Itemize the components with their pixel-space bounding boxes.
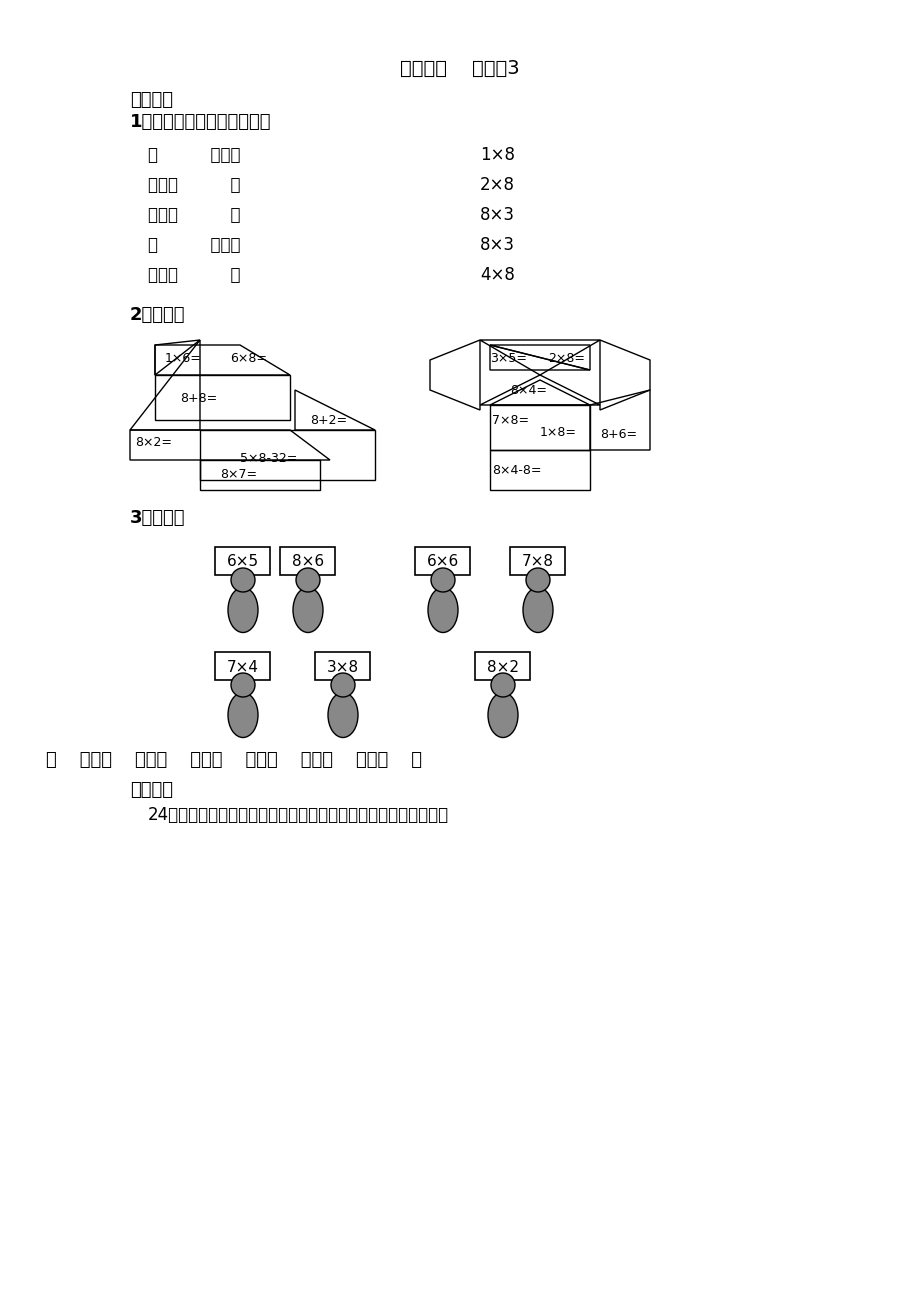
Text: 1×6=: 1×6= xyxy=(165,352,201,365)
Text: 6×6: 6×6 xyxy=(426,555,459,569)
Text: 8×4-8=: 8×4-8= xyxy=(492,464,541,477)
Text: 8×3: 8×3 xyxy=(480,206,515,224)
Text: 8×2=: 8×2= xyxy=(135,436,172,449)
Text: 2×8: 2×8 xyxy=(480,176,515,194)
Circle shape xyxy=(331,673,355,697)
FancyBboxPatch shape xyxy=(215,652,269,680)
Text: 1、把口诀填完整后再连一连: 1、把口诀填完整后再连一连 xyxy=(130,113,271,132)
Ellipse shape xyxy=(427,587,458,633)
FancyBboxPatch shape xyxy=(215,547,269,575)
Ellipse shape xyxy=(228,587,257,633)
Text: 6×5: 6×5 xyxy=(227,555,259,569)
Text: （          ）得八: （ ）得八 xyxy=(148,236,240,254)
Circle shape xyxy=(231,568,255,592)
Text: 拓展练习: 拓展练习 xyxy=(130,781,173,799)
FancyBboxPatch shape xyxy=(414,547,470,575)
Ellipse shape xyxy=(328,693,357,737)
Text: 基本练习: 基本练习 xyxy=(130,91,173,109)
Text: 3×5=: 3×5= xyxy=(490,352,527,365)
Text: 3、排一排: 3、排一排 xyxy=(130,509,186,527)
Text: 7×4: 7×4 xyxy=(227,660,259,674)
Text: 8×7=: 8×7= xyxy=(220,469,256,482)
Text: 7×8=: 7×8= xyxy=(492,414,528,427)
Text: 8×2: 8×2 xyxy=(486,660,518,674)
Ellipse shape xyxy=(292,587,323,633)
Text: 7×8: 7×8 xyxy=(521,555,553,569)
Text: 3×8: 3×8 xyxy=(326,660,358,674)
Circle shape xyxy=(296,568,320,592)
Text: 8×4=: 8×4= xyxy=(509,384,547,397)
Text: 8×3: 8×3 xyxy=(480,236,515,254)
FancyBboxPatch shape xyxy=(474,652,529,680)
Circle shape xyxy=(231,673,255,697)
Text: 2×8=: 2×8= xyxy=(548,352,584,365)
Circle shape xyxy=(491,673,515,697)
Text: 第四单元    信息窗3: 第四单元 信息窗3 xyxy=(400,59,519,78)
Text: 三八（          ）: 三八（ ） xyxy=(148,176,240,194)
Text: 5×8-32=: 5×8-32= xyxy=(240,452,297,465)
Text: （          ）十六: （ ）十六 xyxy=(148,146,240,164)
FancyBboxPatch shape xyxy=(509,547,564,575)
Text: （    ）＜（    ）＜（    ）＜（    ）＜（    ）＜（    ）＜（    ）: （ ）＜（ ）＜（ ）＜（ ）＜（ ）＜（ ）＜（ ） xyxy=(46,751,422,769)
Text: 2、算一算: 2、算一算 xyxy=(130,306,186,324)
Circle shape xyxy=(526,568,550,592)
Circle shape xyxy=(430,568,455,592)
Text: 1×8=: 1×8= xyxy=(539,427,576,440)
Text: 8+8=: 8+8= xyxy=(180,392,217,405)
Text: 24个同学站队做操，每行人数相等，可以怎样排队？有几种排法？: 24个同学站队做操，每行人数相等，可以怎样排队？有几种排法？ xyxy=(148,806,448,824)
Ellipse shape xyxy=(522,587,552,633)
Ellipse shape xyxy=(228,693,257,737)
Text: 8×6: 8×6 xyxy=(291,555,323,569)
Ellipse shape xyxy=(487,693,517,737)
Text: 8+2=: 8+2= xyxy=(310,414,346,427)
Text: 4×8: 4×8 xyxy=(480,266,515,284)
Text: 五八（          ）: 五八（ ） xyxy=(148,206,240,224)
Text: 8+6=: 8+6= xyxy=(599,428,637,441)
FancyBboxPatch shape xyxy=(279,547,335,575)
FancyBboxPatch shape xyxy=(314,652,369,680)
Text: 四八（          ）: 四八（ ） xyxy=(148,266,240,284)
Text: 6×8=: 6×8= xyxy=(230,352,267,365)
Text: 1×8: 1×8 xyxy=(480,146,515,164)
